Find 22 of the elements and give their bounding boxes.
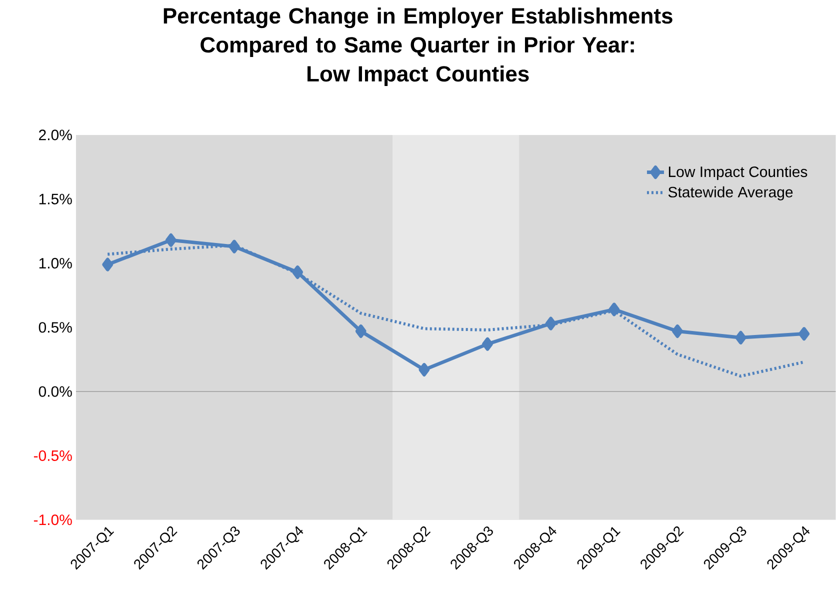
y-tick-label: 1.5% <box>39 194 72 204</box>
legend-label: Low Impact Counties <box>668 166 808 180</box>
y-tick-label: -0.5% <box>34 450 72 462</box>
point <box>102 258 114 272</box>
y-tick-label: 0.0% <box>38 386 72 397</box>
point <box>798 327 810 341</box>
point <box>672 324 683 338</box>
point <box>355 324 366 338</box>
point <box>482 337 493 351</box>
point <box>608 302 620 316</box>
point <box>292 266 304 280</box>
y-tick-label: 1.0% <box>39 258 72 269</box>
chart-title: Percentage Change in Employer Establishments Compared to Same Quarter in Prior Year: Low Impact Counties <box>164 8 672 86</box>
y-tick-label: -1.0% <box>34 514 72 526</box>
point <box>228 240 240 254</box>
point <box>545 316 556 330</box>
point <box>735 331 746 344</box>
point <box>165 234 176 248</box>
y-tick-label: 0.5% <box>38 322 72 333</box>
point <box>418 363 430 377</box>
legend-label: Statewide Average <box>668 186 793 200</box>
y-tick-label: 2.0% <box>39 130 72 140</box>
